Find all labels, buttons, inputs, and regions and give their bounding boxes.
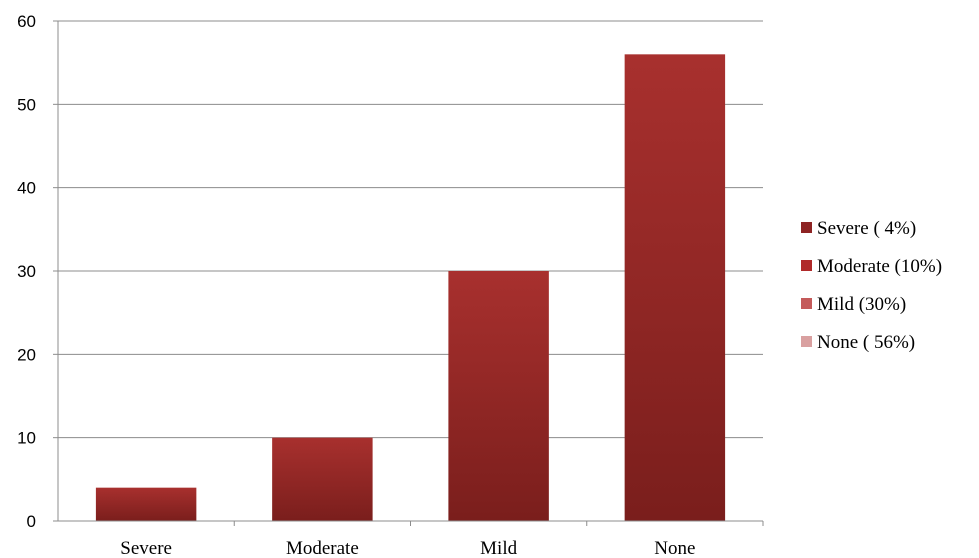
bar-moderate	[272, 437, 373, 521]
y-tick-label: 40	[17, 179, 36, 198]
x-tick-label: Severe	[120, 538, 172, 558]
bar-mild	[448, 271, 549, 521]
x-tick-label: Mild	[480, 538, 517, 558]
x-axis-ticks: Severe Moderate Mild None	[120, 521, 764, 558]
y-tick-label: 50	[17, 95, 36, 114]
y-axis-ticks: 0 10 20 30 40 50 60	[17, 12, 58, 531]
x-tick-label: None	[654, 538, 695, 558]
legend: Severe ( 4%) Moderate (10%) Mild (30%) None…	[801, 218, 942, 353]
bar-severe	[95, 487, 197, 521]
legend-swatch	[801, 298, 812, 309]
y-tick-label: 20	[17, 345, 36, 364]
y-tick-label: 60	[17, 12, 36, 31]
y-tick-label: 10	[17, 429, 36, 448]
bar-none	[624, 54, 726, 521]
legend-swatch	[801, 222, 812, 233]
legend-swatch	[801, 260, 812, 271]
legend-label: Severe ( 4%)	[817, 218, 916, 239]
legend-swatch	[801, 336, 812, 347]
legend-label: None ( 56%)	[817, 332, 915, 353]
y-tick-label: 0	[27, 512, 36, 531]
y-tick-label: 30	[17, 262, 36, 281]
legend-label: Moderate (10%)	[817, 256, 942, 277]
bars	[95, 54, 726, 521]
legend-label: Mild (30%)	[817, 294, 906, 315]
x-tick-label: Moderate	[286, 538, 359, 558]
